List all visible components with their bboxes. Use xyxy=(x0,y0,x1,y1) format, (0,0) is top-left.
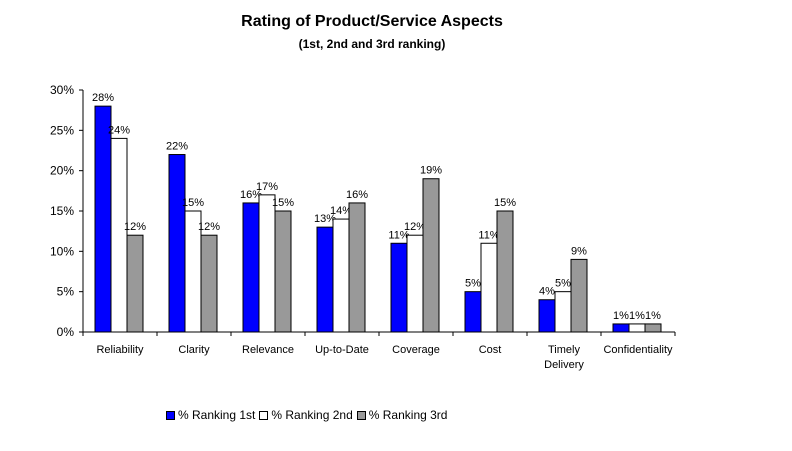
data-label: 16% xyxy=(240,189,262,201)
x-tick-label: Delivery xyxy=(544,359,584,371)
bar xyxy=(464,291,482,333)
data-label: 11% xyxy=(478,229,499,241)
data-label: 9% xyxy=(571,245,587,257)
bar xyxy=(628,323,646,333)
bar xyxy=(554,291,572,333)
bar xyxy=(200,234,218,333)
y-tick-label: 20% xyxy=(50,164,74,178)
data-label: 15% xyxy=(494,197,516,209)
legend-swatch-3rd xyxy=(356,410,366,420)
y-tick-label: 5% xyxy=(57,285,75,299)
data-label: 4% xyxy=(539,286,555,298)
data-label: 14% xyxy=(330,205,352,217)
bar xyxy=(644,323,662,333)
bar xyxy=(480,242,498,333)
data-label: 1% xyxy=(613,310,629,322)
legend-swatch-1st xyxy=(166,410,175,420)
x-tick-label: Coverage xyxy=(392,344,440,356)
x-tick-label: Timely xyxy=(548,344,580,356)
bar xyxy=(390,242,408,333)
bar xyxy=(332,218,350,333)
data-label: 5% xyxy=(465,278,481,290)
data-label: 12% xyxy=(198,221,220,233)
x-tick-label: Clarity xyxy=(178,344,210,356)
bar xyxy=(110,137,128,333)
data-label: 15% xyxy=(182,197,204,209)
data-label: 15% xyxy=(272,197,294,209)
x-tick-label: Reliability xyxy=(96,344,144,356)
bar xyxy=(538,299,556,333)
data-label: 28% xyxy=(92,92,114,104)
y-tick-label: 0% xyxy=(57,325,75,339)
bar xyxy=(612,323,630,333)
bar xyxy=(496,210,514,333)
y-tick-label: 25% xyxy=(50,123,74,137)
data-label: 11% xyxy=(388,229,409,241)
legend-item-2nd: % Ranking 2nd xyxy=(259,408,353,422)
data-label: 22% xyxy=(166,141,188,153)
x-tick-label: Relevance xyxy=(242,344,294,356)
legend-item-3rd: % Ranking 3rd xyxy=(356,408,448,422)
y-tick-label: 30% xyxy=(50,83,74,97)
bar xyxy=(422,178,440,333)
bar xyxy=(316,226,334,333)
chart-title: Rating of Product/Service Aspects xyxy=(241,13,503,30)
bar xyxy=(348,202,366,333)
data-label: 1% xyxy=(645,310,661,322)
bar xyxy=(126,234,144,333)
x-tick-label: Confidentiality xyxy=(603,344,673,356)
bar xyxy=(274,210,292,333)
bar xyxy=(168,154,186,333)
bar xyxy=(242,202,260,333)
x-tick-label: Up-to-Date xyxy=(315,344,369,356)
bar xyxy=(406,234,424,333)
data-label: 12% xyxy=(124,221,146,233)
legend-item-1st: % Ranking 1st xyxy=(166,408,255,422)
data-label: 19% xyxy=(420,165,442,177)
x-tick-label: Cost xyxy=(479,344,502,356)
data-label: 13% xyxy=(314,213,336,225)
bar xyxy=(570,258,588,333)
legend: % Ranking 1st % Ranking 2nd % Ranking 3r… xyxy=(166,408,451,422)
y-tick-label: 10% xyxy=(50,244,74,258)
data-label: 1% xyxy=(629,310,645,322)
data-label: 24% xyxy=(108,124,130,136)
y-tick-label: 15% xyxy=(50,204,74,218)
data-label: 5% xyxy=(555,278,571,290)
data-label: 17% xyxy=(256,181,278,193)
bar xyxy=(94,105,112,333)
bar xyxy=(258,194,276,333)
data-label: 16% xyxy=(346,189,368,201)
data-label: 12% xyxy=(404,221,426,233)
legend-label-3rd: % Ranking 3rd xyxy=(368,408,448,422)
legend-label-1st: % Ranking 1st xyxy=(178,408,256,422)
legend-label-2nd: % Ranking 2nd xyxy=(271,408,353,422)
chart-subtitle: (1st, 2nd and 3rd ranking) xyxy=(298,37,446,51)
legend-swatch-2nd xyxy=(259,410,269,420)
